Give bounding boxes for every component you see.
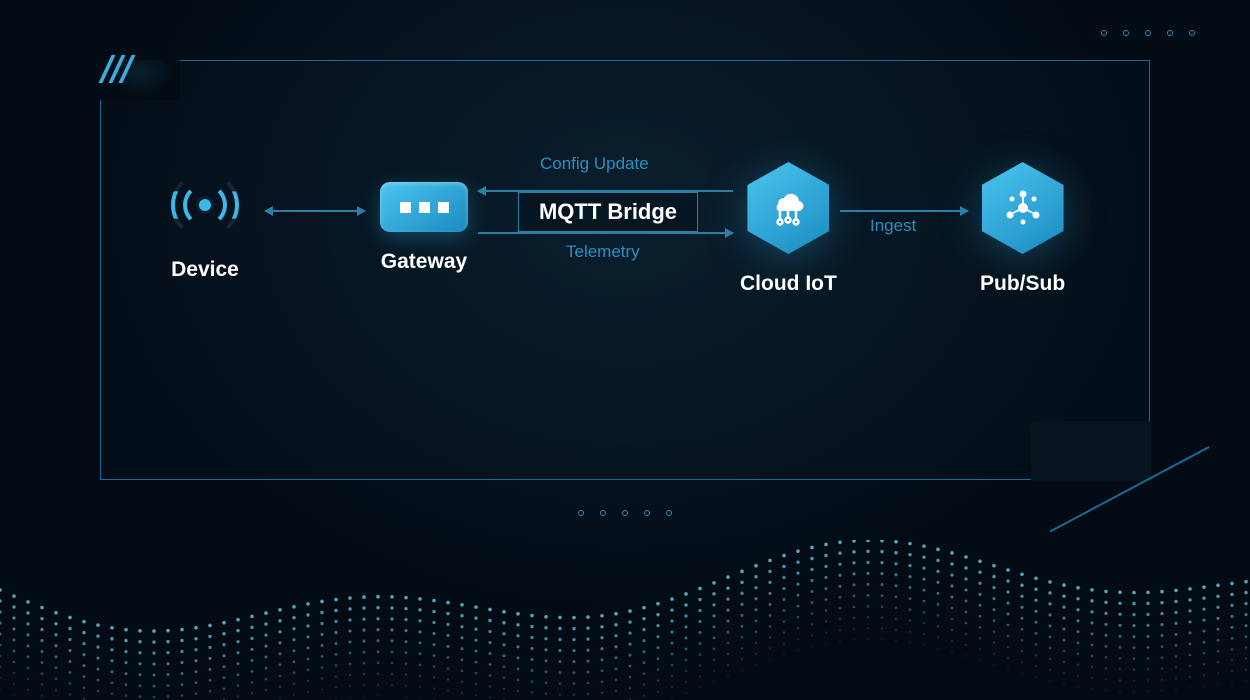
arrow-ingest: [840, 210, 968, 212]
label-ingest: Ingest: [870, 216, 916, 236]
label-config-update: Config Update: [540, 154, 649, 174]
pubsub-icon: [982, 162, 1064, 254]
node-gateway: Gateway: [380, 182, 468, 274]
node-device: Device: [160, 170, 250, 282]
deco-dots-top-right: [1101, 30, 1195, 36]
node-cloud-iot: Cloud IoT: [740, 162, 837, 296]
frame-corner-cut: [1031, 421, 1151, 481]
wifi-icon: [160, 170, 250, 240]
deco-dots-bottom-center: [578, 510, 672, 516]
node-label: Pub/Sub: [980, 272, 1065, 296]
mqtt-bridge-box: MQTT Bridge: [518, 192, 698, 232]
gateway-icon: [380, 182, 468, 232]
particle-wave-decoration: [0, 540, 1250, 700]
label-telemetry: Telemetry: [566, 242, 640, 262]
mqtt-bridge-label: MQTT Bridge: [539, 199, 677, 225]
arrow-telemetry: [478, 232, 733, 234]
flow-diagram: Device Gateway Cloud IoT: [100, 160, 1150, 380]
node-pubsub: Pub/Sub: [980, 162, 1065, 296]
arrow-device-gateway: [265, 210, 365, 212]
node-label: Gateway: [381, 250, 467, 274]
node-label: Device: [171, 258, 239, 282]
node-label: Cloud IoT: [740, 272, 837, 296]
cloud-iot-icon: [747, 162, 829, 254]
